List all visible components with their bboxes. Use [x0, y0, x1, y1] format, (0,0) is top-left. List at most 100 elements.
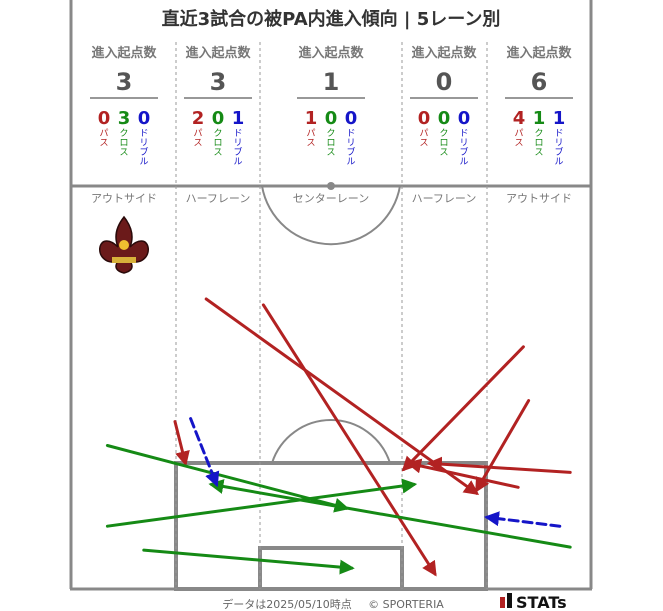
lane-dribble-label-char: ル — [554, 158, 563, 168]
lane-pass-label-char: ス — [419, 139, 428, 149]
lane-pass-label-char: パ — [419, 128, 428, 139]
lane-dribble-label-char: リ — [233, 139, 242, 149]
lane-dribble-label-char: リ — [554, 139, 563, 149]
lane-pass-count: 4 — [513, 108, 526, 129]
lane-dribble-label-char: ブ — [554, 146, 563, 158]
lane-dribble-label-char: ブ — [139, 146, 148, 158]
lane-pass-label-char: パ — [193, 128, 202, 139]
footer-copyright: © SPORTERIA — [368, 598, 444, 611]
lane-pass-count: 0 — [98, 108, 111, 129]
lane-total: 6 — [531, 68, 548, 96]
lane-dribble-label-char: ブ — [346, 146, 355, 158]
lane-name: アウトサイド — [506, 192, 572, 205]
chart-title: 直近3試合の被PA内進入傾向 | 5レーン別 — [162, 8, 501, 30]
footer-date: データは2025/05/10時点 — [222, 597, 351, 611]
entry-pass-arrow — [261, 303, 437, 577]
lane-cross-count: 0 — [325, 108, 338, 129]
lane-dribble-label-char: ブ — [459, 146, 468, 158]
entry-pass-arrow — [406, 458, 520, 489]
lane-header-label: 進入起点数 — [298, 45, 364, 61]
lane-pass-count: 0 — [418, 108, 431, 129]
lane-cross-label-char: ス — [534, 148, 543, 158]
lane-pass-label-char: ス — [193, 139, 202, 149]
brand-logo-icon — [500, 593, 512, 608]
entry-dribble-arrow — [484, 511, 562, 528]
lane-dribble-label-char: ル — [346, 158, 355, 168]
pitch — [69, 0, 593, 591]
lane-name: アウトサイド — [91, 192, 157, 205]
lane-cross-label-char: ロ — [119, 139, 128, 149]
lane-pass-label-char: ス — [99, 139, 108, 149]
lane-header-label: 進入起点数 — [506, 45, 572, 61]
lane-total: 3 — [210, 68, 227, 96]
lane-pass-count: 1 — [305, 108, 318, 129]
entry-cross-arrow — [208, 479, 572, 549]
lane-dribble-label-char: ド — [139, 129, 148, 139]
lane-name: センターレーン — [293, 192, 369, 205]
lane-cross-label-char: ス — [439, 148, 448, 158]
entry-cross-arrow — [105, 478, 418, 528]
entry-dribble-arrow — [189, 417, 220, 488]
lane-dribble-label-char: リ — [346, 139, 355, 149]
entry-pass-arrow — [401, 345, 525, 472]
lane-name: ハーフレーン — [186, 192, 251, 205]
lane-total: 0 — [436, 68, 453, 96]
lane-dribble-count: 0 — [458, 108, 471, 129]
lane-header-label: 進入起点数 — [91, 45, 157, 61]
lane-cross-label-char: ロ — [326, 139, 335, 149]
lane-dribble-label-char: リ — [459, 139, 468, 149]
lane-cross-count: 1 — [533, 108, 546, 129]
penalty-area — [174, 461, 488, 591]
lane-dribble-label-char: ル — [459, 158, 468, 168]
lane-pass-label-char: パ — [306, 128, 315, 139]
penalty-arc — [271, 419, 391, 464]
lane-pass-label-char: ス — [514, 139, 523, 149]
lane-cross-label-char: ロ — [213, 139, 222, 149]
entry-pass-arrow — [173, 420, 190, 467]
lane-cross-label-char: ク — [119, 128, 128, 139]
lane-dribble-label-char: ル — [139, 158, 148, 168]
lane-dribble-label-char: ド — [233, 129, 242, 139]
lane-cross-label-char: ク — [534, 128, 543, 139]
entry-pass-arrow — [426, 456, 572, 474]
lane-cross-count: 0 — [212, 108, 225, 129]
lane-pass-count: 2 — [192, 108, 205, 129]
lane-cross-label-char: ス — [119, 148, 128, 158]
lane-cross-count: 0 — [438, 108, 451, 129]
lane-dribble-count: 1 — [553, 108, 566, 129]
entry-arrows — [105, 297, 572, 577]
lane-dribble-label-char: リ — [139, 139, 148, 149]
entry-pass-arrow — [475, 399, 531, 493]
lane-pass-label-char: パ — [514, 128, 523, 139]
lane-pass-label-char: パ — [99, 128, 108, 139]
lane-cross-label-char: ス — [213, 148, 222, 158]
goal-area — [258, 546, 404, 591]
lane-summaries: 進入起点数30パス3クロス0ドリブルアウトサイド進入起点数32パス0クロス1ドリ… — [90, 45, 573, 205]
center-spot — [327, 182, 335, 190]
lane-total: 1 — [323, 68, 340, 96]
footer-brand: STATs — [516, 593, 567, 611]
lane-dribble-label-char: ル — [233, 158, 242, 168]
lane-pass-label-char: ス — [306, 139, 315, 149]
lane-dribble-label-char: ド — [554, 129, 563, 139]
lane-dribble-label-char: ド — [459, 129, 468, 139]
lane-cross-label-char: ロ — [439, 139, 448, 149]
lane-total: 3 — [116, 68, 133, 96]
lane-cross-label-char: ク — [326, 128, 335, 139]
lane-dribble-count: 1 — [232, 108, 245, 129]
center-circle — [261, 185, 401, 246]
lane-dribble-label-char: ド — [346, 129, 355, 139]
lane-cross-label-char: ク — [439, 128, 448, 139]
lane-dribble-label-char: ブ — [233, 146, 242, 158]
lane-cross-label-char: ク — [213, 128, 222, 139]
club-crest-icon — [99, 215, 149, 274]
lane-header-label: 進入起点数 — [185, 45, 251, 61]
entry-cross-arrow — [142, 548, 355, 575]
lane-dribble-count: 0 — [138, 108, 151, 129]
lane-cross-label-char: ス — [326, 148, 335, 158]
